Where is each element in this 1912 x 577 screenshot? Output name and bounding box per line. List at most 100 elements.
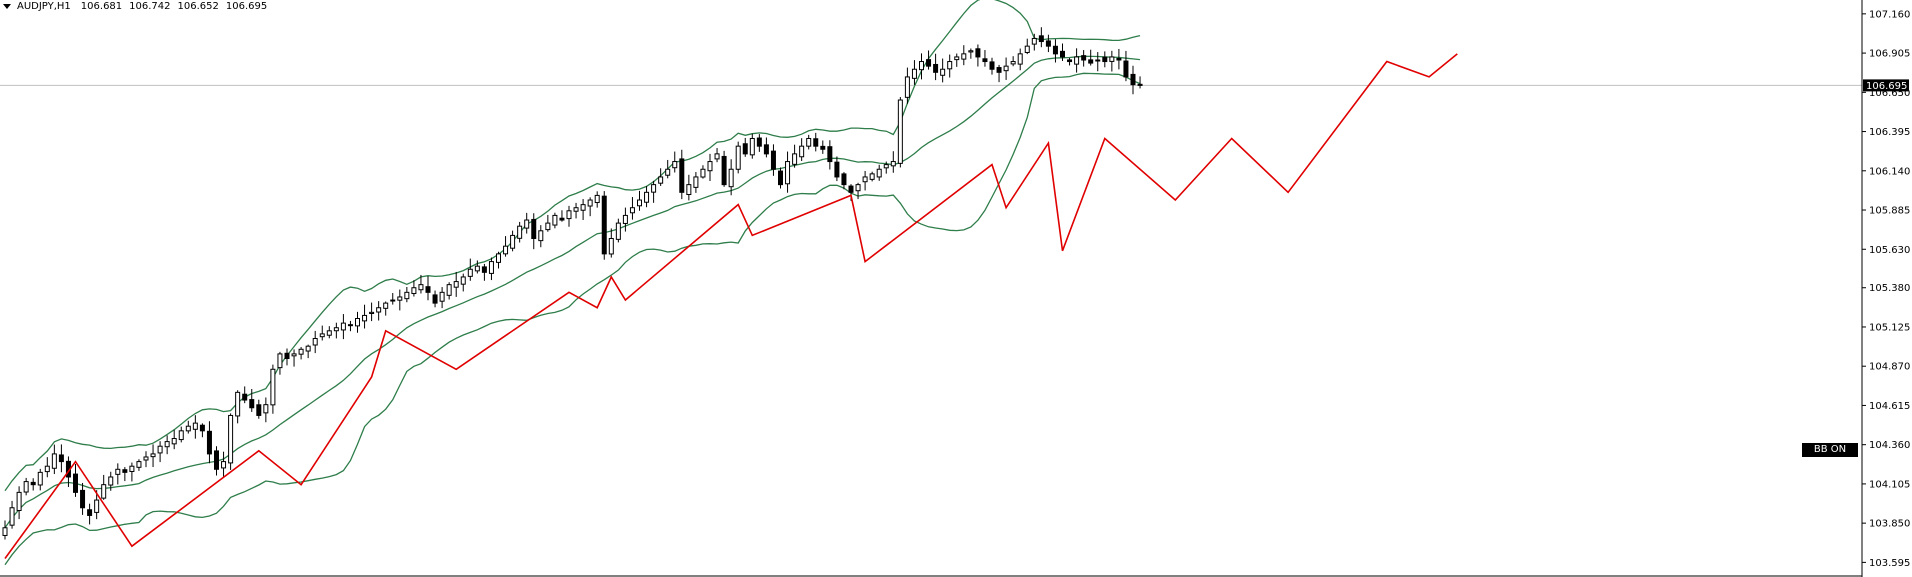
candle-body xyxy=(517,225,523,239)
candle-body xyxy=(1095,59,1101,62)
candle-body xyxy=(228,414,234,464)
candle xyxy=(721,150,727,187)
candle-body xyxy=(397,296,403,301)
candle-body xyxy=(312,338,318,346)
candle-body xyxy=(474,265,480,272)
candle-body xyxy=(305,345,311,352)
candle xyxy=(1123,50,1129,82)
candle xyxy=(481,263,487,281)
candle xyxy=(1038,27,1044,48)
candle xyxy=(115,463,121,485)
candle-body xyxy=(2,527,8,536)
candle-body xyxy=(467,268,473,277)
candle xyxy=(749,133,755,159)
candle-body xyxy=(122,469,128,473)
candle-body xyxy=(178,430,184,441)
y-tick-label: 105.885 xyxy=(1869,206,1910,217)
candle xyxy=(51,444,57,475)
candle-body xyxy=(362,314,368,322)
candle xyxy=(785,151,791,193)
candle-body xyxy=(242,393,248,401)
candle xyxy=(37,468,43,491)
candle xyxy=(263,397,269,423)
candle-body xyxy=(206,430,212,455)
candle xyxy=(496,251,501,269)
candle-body xyxy=(580,204,586,211)
candle xyxy=(340,314,346,340)
bb-status-badge[interactable]: BB ON xyxy=(1802,443,1858,457)
candle xyxy=(1130,65,1136,95)
candle xyxy=(524,212,530,234)
candle xyxy=(792,144,798,168)
candle-body xyxy=(157,445,163,454)
candle xyxy=(876,164,882,181)
candle-body xyxy=(496,253,501,263)
candle-body xyxy=(538,230,544,242)
candle xyxy=(933,53,939,81)
candle xyxy=(1010,56,1016,67)
low-price: 106.652 xyxy=(177,1,219,12)
candle xyxy=(383,301,389,316)
candle-body xyxy=(94,499,100,513)
candle xyxy=(1074,48,1080,73)
candle xyxy=(538,225,544,248)
candle-body xyxy=(16,491,22,511)
candle-body xyxy=(80,489,86,509)
candle-body xyxy=(792,153,798,165)
candle-body xyxy=(897,99,903,164)
candle xyxy=(256,399,262,419)
candle xyxy=(890,151,896,173)
candle-body xyxy=(855,184,861,192)
candle xyxy=(644,186,650,208)
candle-body xyxy=(1067,59,1073,63)
candle-body xyxy=(848,185,854,193)
candle xyxy=(545,214,551,232)
zigzag-indicator xyxy=(4,53,1458,559)
candle-body xyxy=(947,61,953,70)
candle-body xyxy=(432,294,438,304)
candle-body xyxy=(298,348,304,355)
candle-body xyxy=(982,58,988,63)
candle xyxy=(658,168,664,186)
candle-body xyxy=(1123,60,1129,78)
candle-body xyxy=(1116,57,1122,61)
candle-body xyxy=(721,155,727,186)
candle-body xyxy=(658,176,664,184)
candle-body xyxy=(629,207,635,214)
candle-body xyxy=(1137,83,1143,86)
candle-body xyxy=(686,184,692,196)
candle-body xyxy=(446,284,452,296)
candle xyxy=(143,451,149,468)
high-price: 106.742 xyxy=(129,1,171,12)
candle xyxy=(996,64,1002,83)
candle-body xyxy=(926,59,932,67)
candle xyxy=(566,205,572,227)
candle-body xyxy=(728,168,734,188)
candle-body xyxy=(714,153,720,160)
candle xyxy=(855,182,861,200)
candle-body xyxy=(376,307,382,313)
candle-body xyxy=(545,222,551,231)
candle xyxy=(756,134,762,152)
candle-body xyxy=(778,170,783,186)
candle-body xyxy=(58,454,64,463)
candle-body xyxy=(340,322,346,331)
candle xyxy=(1137,76,1143,89)
candle xyxy=(679,149,685,200)
collapse-triangle-icon[interactable] xyxy=(3,4,11,9)
candle xyxy=(326,326,332,339)
candle-body xyxy=(1130,73,1136,86)
candle-body xyxy=(707,161,713,172)
candle xyxy=(552,212,558,229)
candle-body xyxy=(1074,56,1080,65)
candle-body xyxy=(221,461,227,469)
candle-body xyxy=(418,284,424,291)
candle xyxy=(376,301,382,321)
candle xyxy=(1052,39,1058,63)
candle xyxy=(390,293,396,305)
candle-body xyxy=(735,145,741,170)
candle xyxy=(799,138,805,161)
